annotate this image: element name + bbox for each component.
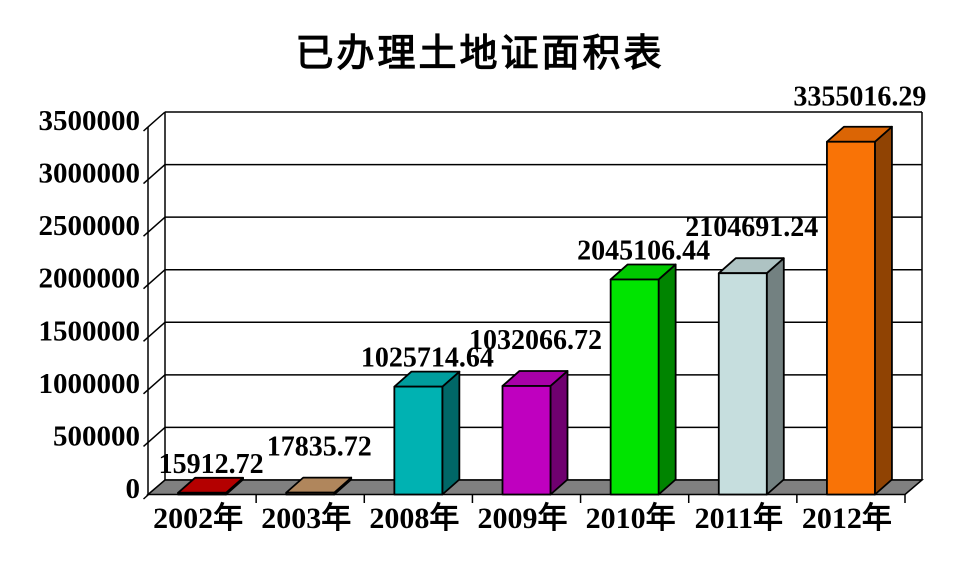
- x-axis-label: 2011年: [695, 502, 783, 535]
- bar-side-face: [765, 257, 785, 496]
- bar-front-face: [501, 385, 552, 496]
- bar-2010年: [609, 263, 677, 496]
- x-axis-label: 2002年: [153, 502, 243, 535]
- bar-value-label: 1025714.64: [361, 343, 494, 374]
- bar-side-face: [441, 370, 461, 496]
- chart-title: 已办理土地证面积表: [295, 33, 665, 75]
- bar-2009年: [501, 370, 569, 496]
- bar-side-face: [657, 263, 677, 496]
- bar-front-face: [177, 491, 227, 496]
- y-axis-label: 0: [126, 473, 141, 505]
- bar-front-face: [285, 491, 336, 496]
- x-axis-label: 2008年: [369, 502, 459, 535]
- bar-2002年: [177, 476, 244, 496]
- bar-2008年: [393, 370, 461, 496]
- y-axis-tick: [143, 374, 166, 395]
- y-axis-tick: [143, 269, 166, 290]
- y-axis-label: 2500000: [39, 210, 141, 242]
- bar-front-face: [393, 385, 444, 496]
- y-axis-label: 1500000: [39, 315, 141, 347]
- bar-value-label: 1032066.72: [469, 325, 602, 356]
- bar-front-face: [717, 272, 768, 496]
- x-axis-label: 2010年: [586, 502, 676, 535]
- x-axis-label: 2012年: [802, 502, 892, 535]
- y-axis-label: 3000000: [39, 158, 141, 190]
- bar-2012年: [826, 125, 893, 496]
- y-axis-tick: [143, 164, 166, 185]
- bar-value-label: 17835.72: [267, 432, 372, 463]
- bar-front-face: [609, 278, 660, 496]
- y-axis-label: 500000: [53, 420, 140, 452]
- y-axis-label: 2000000: [39, 263, 141, 295]
- y-axis-label: 1000000: [39, 368, 141, 400]
- bar-value-label: 2045106.44: [577, 235, 710, 266]
- bar-front-face: [826, 140, 876, 496]
- x-axis-label: 2003年: [261, 502, 351, 535]
- bar-value-label: 15912.72: [159, 449, 264, 480]
- bar-2003年: [285, 476, 353, 496]
- bar-2011年: [717, 257, 785, 496]
- y-axis-tick: [143, 111, 166, 132]
- y-axis-label: 3500000: [39, 105, 141, 137]
- bar-side-face: [874, 125, 893, 496]
- y-axis-tick: [143, 216, 166, 237]
- y-axis-tick: [143, 321, 166, 342]
- y-axis-tick: [143, 426, 166, 447]
- bar-side-face: [549, 370, 569, 496]
- x-axis-label: 2009年: [478, 502, 568, 535]
- bar-value-label: 3355016.29: [793, 82, 926, 113]
- bar-value-label: 2104691.24: [685, 212, 818, 243]
